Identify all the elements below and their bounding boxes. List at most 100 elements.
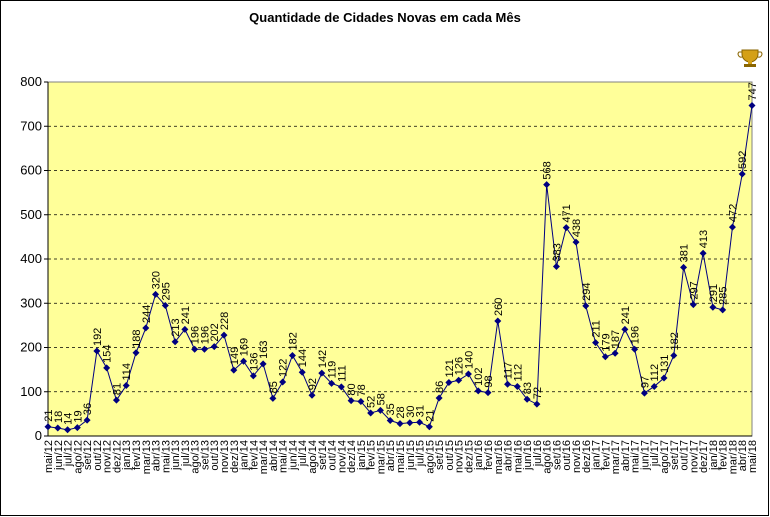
data-label: 196 [190, 326, 202, 344]
data-label: 78 [356, 384, 368, 396]
y-tick-label: 500 [20, 207, 42, 222]
x-tick-label: set/12 [82, 440, 94, 470]
data-point [73, 424, 81, 432]
data-label: 260 [493, 298, 505, 316]
data-point [719, 306, 727, 314]
x-tick-label: dez/14 [346, 440, 358, 473]
data-label: 196 [630, 326, 642, 344]
data-label: 182 [669, 332, 681, 350]
x-tick-label: out/16 [561, 440, 573, 471]
data-label: 117 [503, 362, 515, 380]
data-point [445, 378, 453, 386]
x-tick-label: abr/14 [268, 440, 280, 471]
y-tick-label: 600 [20, 163, 42, 178]
x-tick-label: jun/14 [287, 440, 299, 471]
x-tick-label: mar/14 [258, 440, 270, 474]
data-label: 241 [180, 306, 192, 324]
data-point [132, 349, 140, 357]
x-tick-label: nov/17 [688, 440, 700, 473]
data-label: 81 [111, 383, 123, 395]
x-tick-label: jul/15 [415, 440, 427, 467]
data-label: 112 [512, 364, 524, 382]
x-tick-label: jul/14 [297, 440, 309, 467]
data-point [533, 400, 541, 408]
data-label: 320 [151, 271, 163, 289]
data-label: 131 [659, 355, 671, 373]
x-tick-label: jun/17 [639, 440, 651, 471]
data-label: 144 [297, 349, 309, 367]
data-label: 14 [63, 413, 75, 425]
data-label: 211 [591, 320, 603, 338]
data-label: 102 [473, 368, 485, 386]
y-tick-label: 800 [20, 74, 42, 89]
data-point [103, 364, 111, 372]
x-tick-label: jul/16 [532, 440, 544, 467]
data-point [44, 423, 52, 431]
x-tick-label: out/13 [209, 440, 221, 471]
x-tick-label: out/15 [444, 440, 456, 471]
x-tick-label: out/12 [92, 440, 104, 471]
data-point [435, 394, 443, 402]
data-point [484, 389, 492, 397]
data-label: 119 [327, 361, 339, 379]
data-label: 31 [415, 405, 427, 417]
chart-title: Quantidade de Cidades Novas em cada Mês [249, 10, 521, 25]
data-point [308, 391, 316, 399]
x-tick-label: out/17 [679, 440, 691, 471]
x-tick-label: out/14 [327, 440, 339, 471]
data-label: 142 [317, 350, 329, 368]
data-point [631, 345, 639, 353]
data-label: 80 [346, 383, 358, 395]
x-tick-label: abr/17 [620, 440, 632, 471]
data-label: 114 [121, 363, 133, 381]
data-point [83, 416, 91, 424]
data-label: 381 [679, 244, 691, 262]
data-point [347, 397, 355, 405]
data-label: 244 [141, 305, 153, 323]
data-point [621, 325, 629, 333]
data-label: 179 [600, 333, 612, 351]
x-tick-label: set/13 [199, 440, 211, 470]
data-label: 187 [610, 330, 622, 348]
data-label: 213 [170, 318, 182, 336]
data-point [601, 353, 609, 361]
data-point [288, 351, 296, 359]
x-tick-label: jan/18 [708, 440, 720, 471]
data-label: 52 [366, 396, 378, 408]
data-label: 182 [287, 332, 299, 350]
y-tick-label: 100 [20, 384, 42, 399]
x-tick-label: jul/13 [180, 440, 192, 467]
data-point [337, 383, 345, 391]
data-label: 86 [434, 381, 446, 393]
data-point [582, 302, 590, 310]
data-point [357, 397, 365, 405]
y-tick-label: 700 [20, 118, 42, 133]
data-label: 126 [454, 357, 466, 375]
x-tick-label: nov/14 [336, 440, 348, 473]
data-label: 136 [248, 352, 260, 370]
x-tick-label: mar/13 [141, 440, 153, 474]
data-point [279, 378, 287, 386]
data-point [689, 301, 697, 309]
x-tick-label: jun/16 [522, 440, 534, 471]
data-point [611, 349, 619, 357]
x-tick-label: jan/13 [121, 440, 133, 471]
data-label: 297 [688, 281, 700, 299]
data-label: 413 [698, 230, 710, 248]
data-label: 36 [82, 403, 94, 415]
x-tick-label: jun/13 [170, 440, 182, 471]
x-tick-label: mai/16 [512, 440, 524, 473]
x-tick-label: fev/17 [600, 440, 612, 470]
data-label: 72 [532, 387, 544, 399]
data-point [416, 418, 424, 426]
x-tick-label: fev/15 [366, 440, 378, 470]
x-tick-label: mai/15 [395, 440, 407, 473]
data-point [709, 303, 717, 311]
x-tick-label: ago/16 [542, 440, 554, 474]
data-label: 295 [160, 282, 172, 300]
data-point [406, 419, 414, 427]
x-tick-label: mai/14 [278, 440, 290, 473]
data-point [240, 357, 248, 365]
x-tick-label: nov/15 [454, 440, 466, 473]
